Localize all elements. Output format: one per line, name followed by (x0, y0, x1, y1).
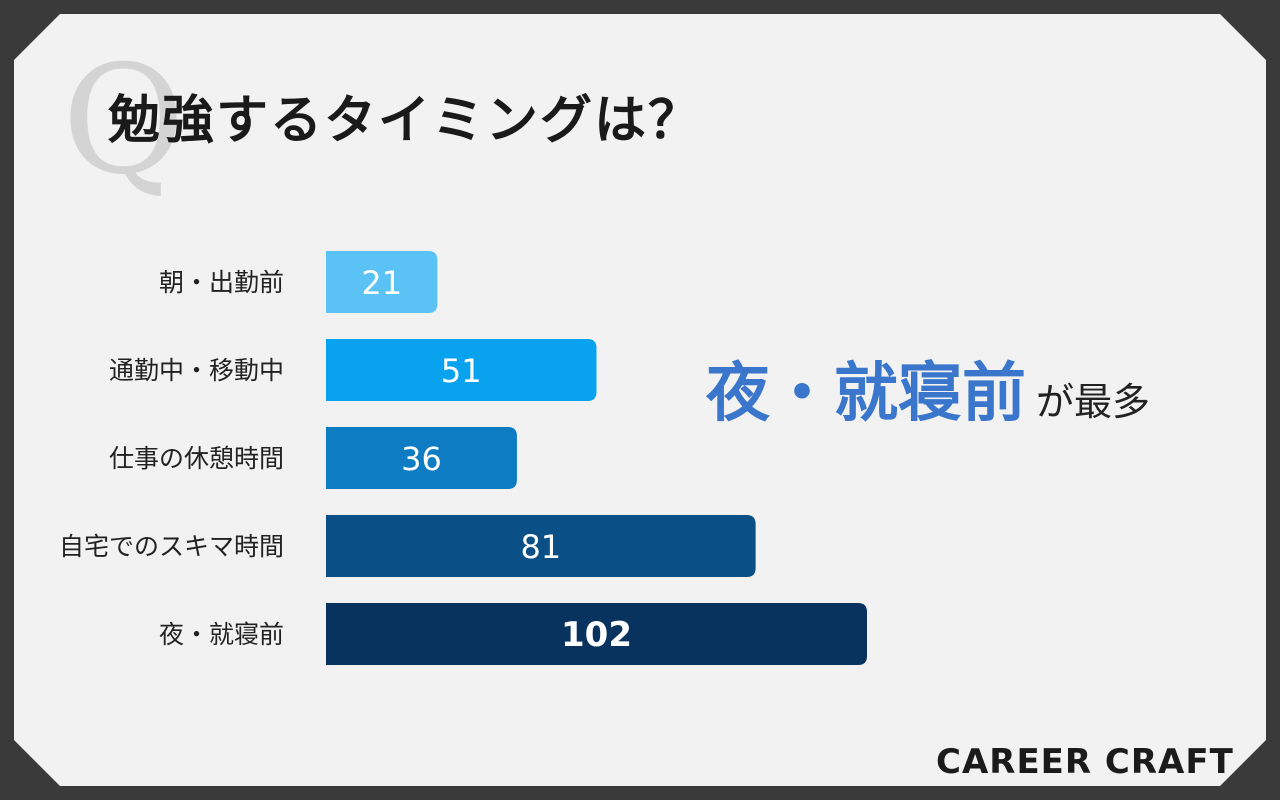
bar-value-label: 81 (520, 528, 561, 566)
bar (326, 603, 867, 665)
bar-value-label: 102 (561, 615, 632, 655)
bar-value-label: 51 (441, 352, 482, 390)
bar-value-label: 36 (401, 440, 442, 478)
brand-logo: CAREER CRAFT (936, 742, 1234, 782)
page-title: 勉強するタイミングは？ (108, 91, 703, 151)
chart-card: Q 勉強するタイミングは？ 朝・出勤前 21 通勤中・移動中 51 仕事の休憩時間 36 自… (14, 14, 1266, 786)
category-label: 仕事の休憩時間 (109, 444, 284, 473)
bar (326, 427, 517, 489)
bar-value-label: 21 (361, 264, 402, 302)
highlight-callout: 夜・就寝前 が最多 (706, 342, 1150, 434)
bar (326, 339, 597, 401)
bar (326, 515, 756, 577)
bar (326, 251, 438, 313)
highlight-sub-text: が最多 (1036, 380, 1151, 424)
category-label: 自宅でのスキマ時間 (59, 532, 284, 561)
category-label: 通勤中・移動中 (109, 356, 284, 385)
highlight-main-text: 夜・就寝前 (706, 357, 1026, 431)
q-watermark-icon: Q (62, 34, 185, 208)
category-label: 朝・出勤前 (159, 268, 284, 297)
category-label: 夜・就寝前 (159, 620, 284, 649)
bar-chart: 朝・出勤前 21 通勤中・移動中 51 仕事の休憩時間 36 自宅でのスキマ時間 81 夜・就寝… (59, 251, 867, 665)
